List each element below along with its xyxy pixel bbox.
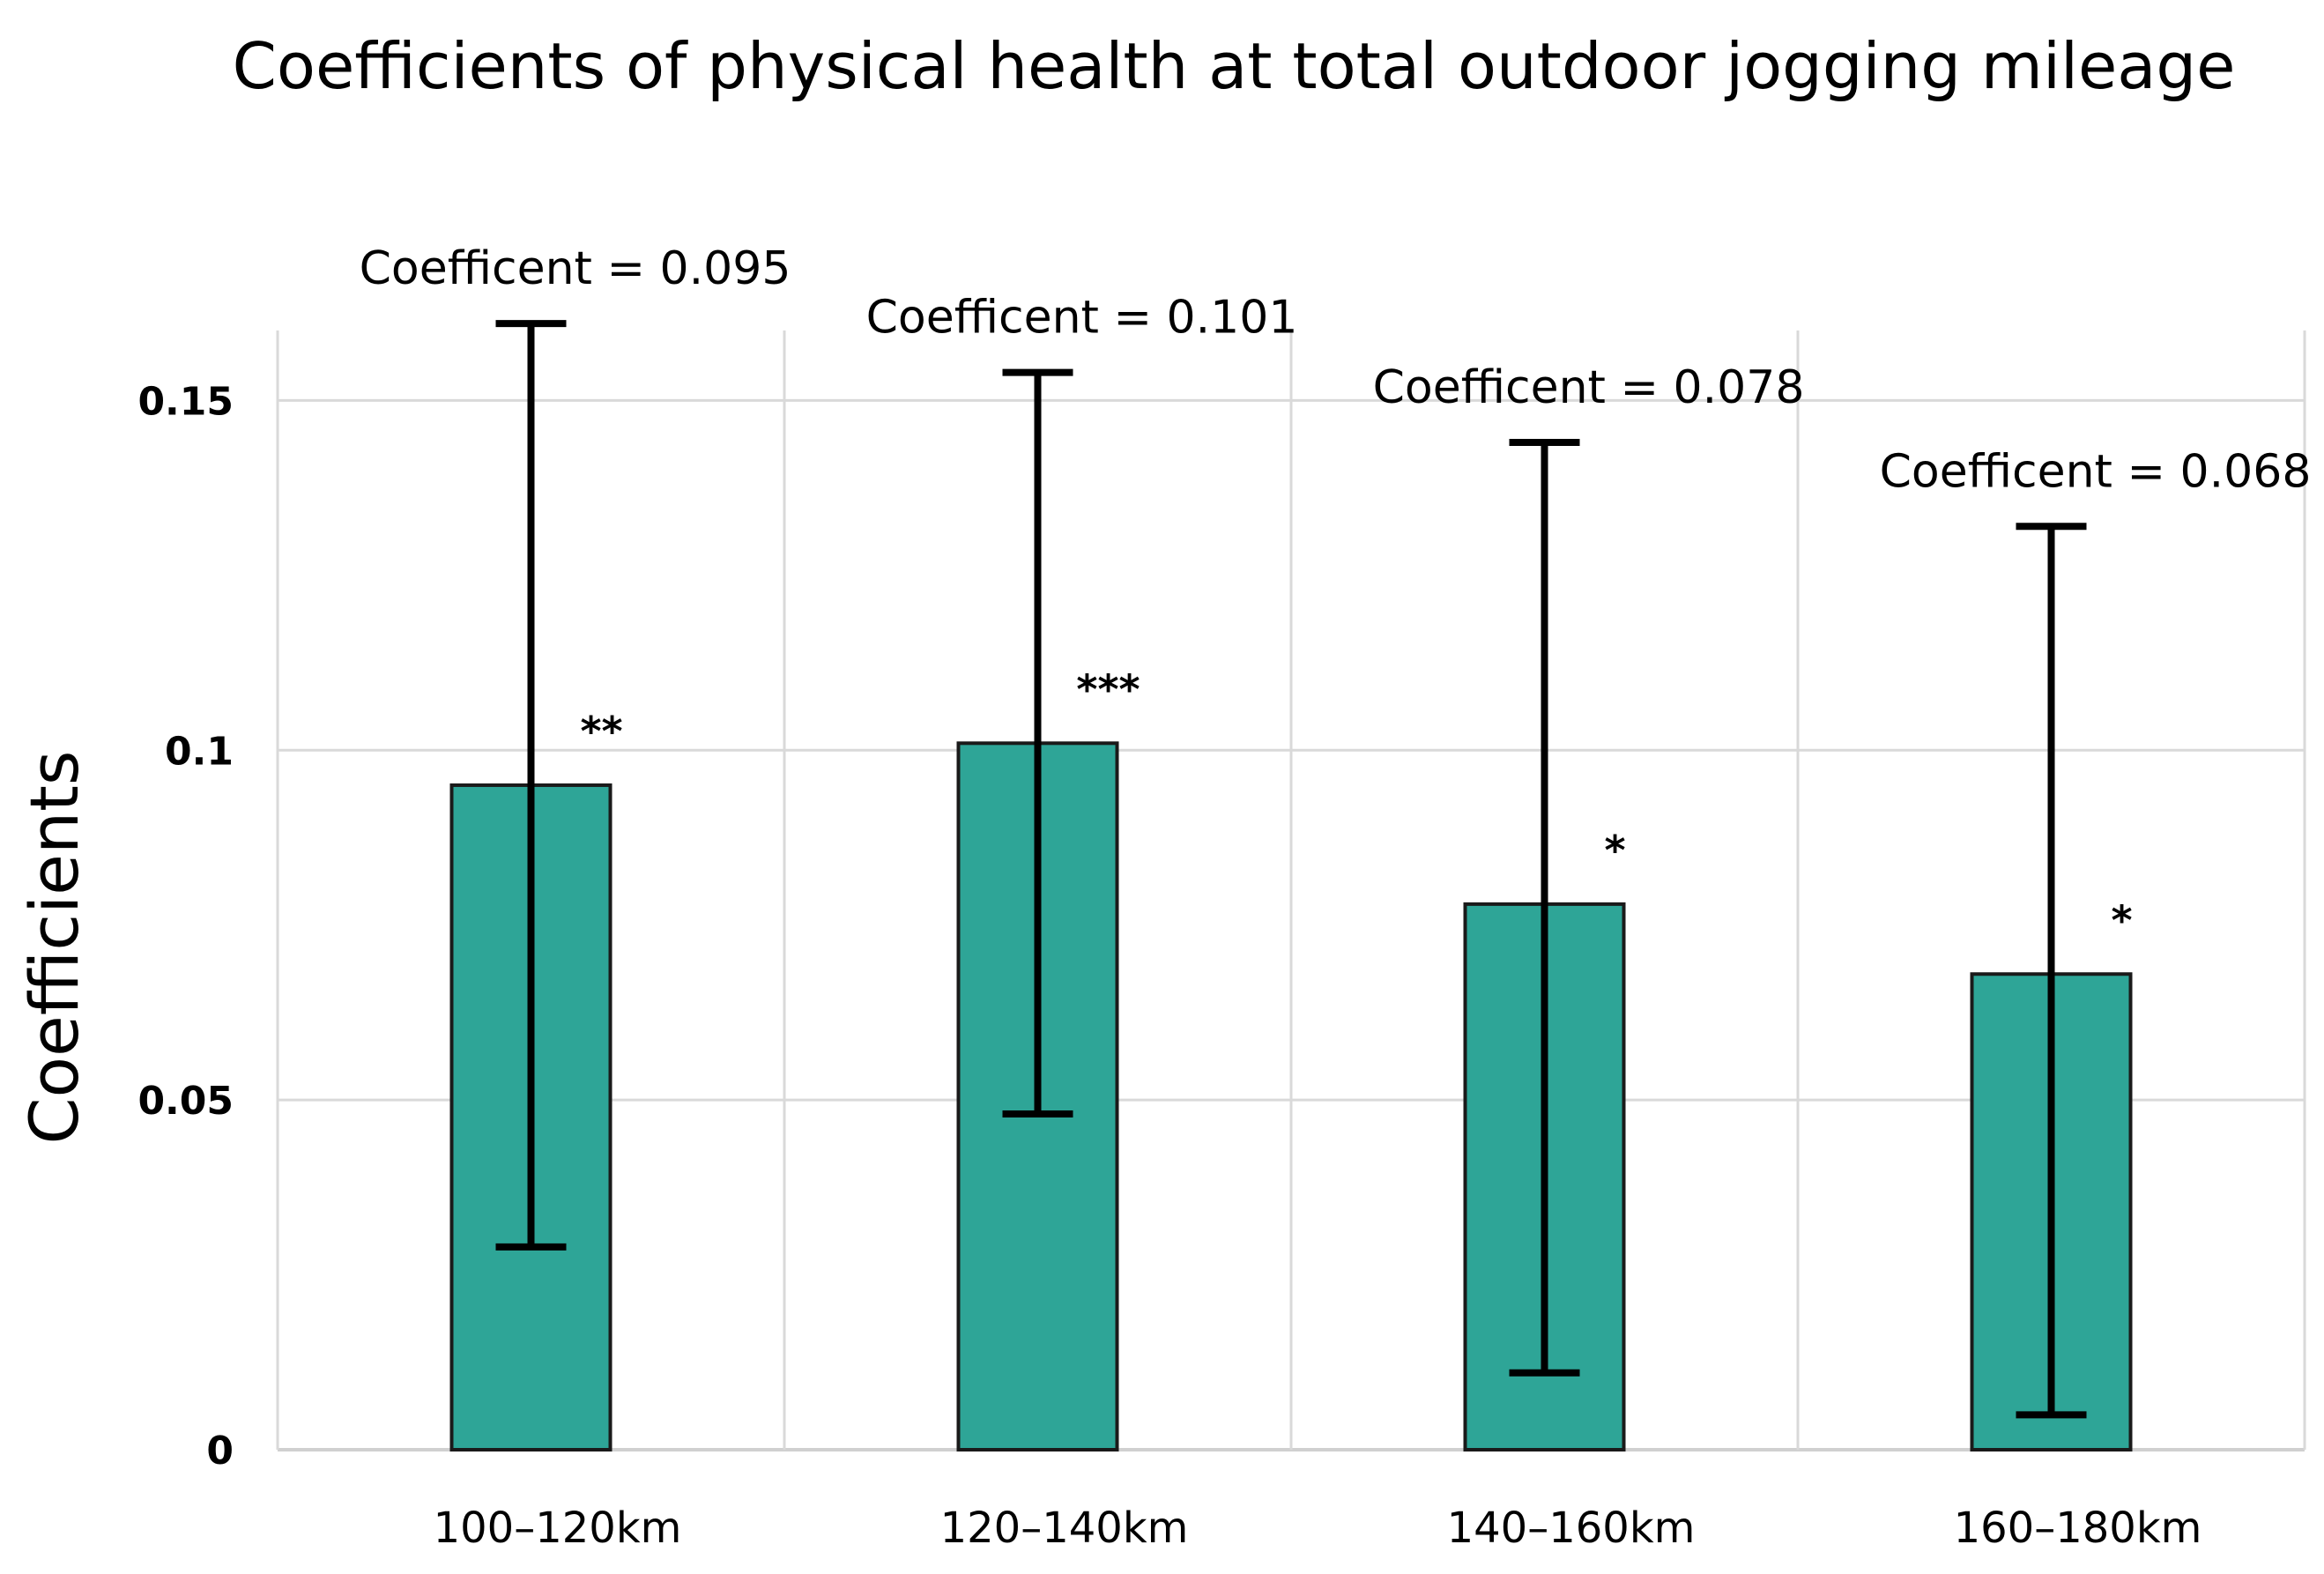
y-tick-label: 0.1 bbox=[165, 729, 234, 774]
significance-label: * bbox=[2111, 896, 2132, 944]
significance-label: * bbox=[1604, 827, 1625, 874]
significance-label: *** bbox=[1076, 665, 1140, 713]
coefficient-label: Coefficent = 0.068 bbox=[1880, 445, 2312, 498]
coefficient-label: Coefficent = 0.095 bbox=[360, 242, 791, 295]
x-tick-label: 100–120km bbox=[434, 1503, 682, 1553]
axis-ticks: 0 0.05 0.1 0.15 100–120km 120–140km 140–160km 1… bbox=[137, 379, 2201, 1553]
y-axis-label: Coefficients bbox=[15, 750, 93, 1144]
coefficient-label: Coefficent = 0.078 bbox=[1373, 361, 1805, 414]
data-labels: Coefficent = 0.095**Coefficent = 0.101**… bbox=[360, 242, 2312, 944]
significance-label: ** bbox=[580, 708, 622, 755]
y-tick-label: 0 bbox=[206, 1429, 234, 1474]
x-tick-label: 160–180km bbox=[1954, 1503, 2202, 1553]
coefficient-label: Coefficent = 0.101 bbox=[866, 292, 1298, 345]
x-tick-label: 120–140km bbox=[940, 1503, 1189, 1553]
chart-title: Coefficients of physical health at total… bbox=[233, 29, 2236, 103]
y-tick-label: 0.15 bbox=[137, 379, 234, 424]
y-tick-label: 0.05 bbox=[137, 1079, 234, 1124]
error-bars bbox=[495, 320, 2087, 1419]
x-tick-label: 140–160km bbox=[1447, 1503, 1696, 1553]
grid bbox=[276, 330, 2306, 1451]
